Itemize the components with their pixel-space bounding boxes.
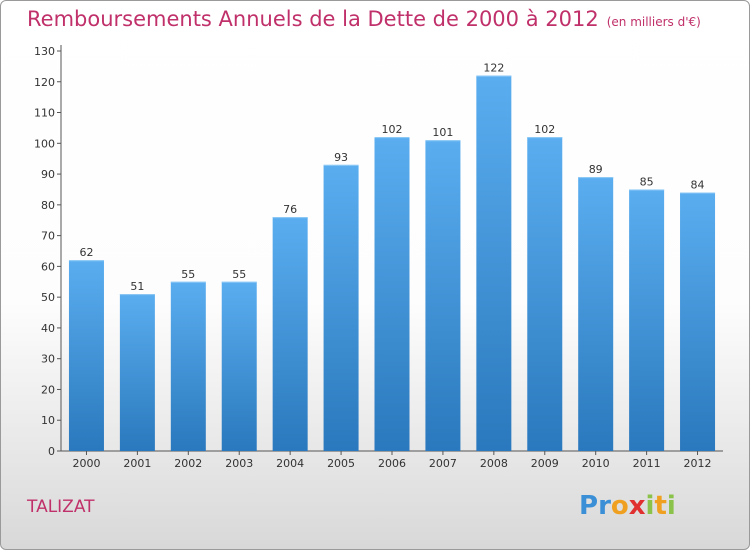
bar-2003 bbox=[221, 281, 257, 451]
y-tick-label: 30 bbox=[41, 353, 55, 366]
x-tick-label: 2006 bbox=[378, 457, 406, 470]
logo-letter: o bbox=[610, 491, 629, 521]
data-label: 62 bbox=[79, 246, 93, 259]
x-tick-label: 2009 bbox=[531, 457, 559, 470]
bar-2012 bbox=[680, 192, 716, 452]
bar-2002 bbox=[170, 281, 206, 451]
y-tick-label: 70 bbox=[41, 230, 55, 243]
logo-letter: x bbox=[628, 491, 646, 521]
bar-2004 bbox=[272, 217, 308, 451]
data-label: 102 bbox=[534, 123, 555, 136]
logo-letter: i bbox=[645, 491, 655, 521]
x-tick-label: 2012 bbox=[684, 457, 712, 470]
y-tick-label: 40 bbox=[41, 322, 55, 335]
unit-note: (en milliers d'€) bbox=[606, 15, 701, 29]
proxiti-logo: Proxiti bbox=[579, 491, 676, 521]
x-tick-label: 2008 bbox=[480, 457, 508, 470]
logo-letter: i bbox=[666, 491, 676, 521]
bar-2006 bbox=[374, 137, 410, 451]
bar-2011 bbox=[629, 189, 665, 451]
y-tick-label: 10 bbox=[41, 414, 55, 427]
x-tick-label: 2002 bbox=[174, 457, 202, 470]
y-tick-label: 50 bbox=[41, 291, 55, 304]
logo-letter: r bbox=[598, 491, 611, 521]
data-label: 85 bbox=[640, 175, 654, 188]
data-label: 51 bbox=[130, 280, 144, 293]
data-label: 102 bbox=[382, 123, 403, 136]
data-label: 55 bbox=[181, 268, 195, 281]
y-tick-label: 120 bbox=[34, 76, 55, 89]
x-tick-label: 2011 bbox=[633, 457, 661, 470]
y-tick-label: 110 bbox=[34, 107, 55, 120]
bar-2000 bbox=[68, 260, 104, 451]
bar-2010 bbox=[578, 177, 614, 451]
data-label: 93 bbox=[334, 151, 348, 164]
bar-2001 bbox=[119, 294, 155, 451]
data-label: 76 bbox=[283, 203, 297, 216]
bar-2008 bbox=[476, 75, 512, 451]
commune-name: TALIZAT bbox=[27, 497, 95, 517]
y-tick-label: 20 bbox=[41, 383, 55, 396]
x-tick-label: 2010 bbox=[582, 457, 610, 470]
y-tick-label: 130 bbox=[34, 45, 55, 58]
title-text: Remboursements Annuels de la Dette de 20… bbox=[27, 7, 599, 31]
y-tick-label: 90 bbox=[41, 168, 55, 181]
x-tick-label: 2000 bbox=[72, 457, 100, 470]
data-label: 122 bbox=[483, 62, 504, 75]
axes: 0 10 20 30 40 50 60 70 80 90 100 110 120 130 2000 2001 2… bbox=[34, 45, 723, 470]
x-tick-label: 2007 bbox=[429, 457, 457, 470]
x-tick-label: 2001 bbox=[123, 457, 151, 470]
x-tick-label: 2005 bbox=[327, 457, 355, 470]
x-tick-label: 2004 bbox=[276, 457, 304, 470]
y-tick-label: 0 bbox=[48, 445, 55, 458]
data-label: 89 bbox=[589, 163, 603, 176]
data-label: 55 bbox=[232, 268, 246, 281]
data-label: 84 bbox=[691, 179, 705, 192]
bar-2005 bbox=[323, 164, 359, 451]
x-tick-label: 2003 bbox=[225, 457, 253, 470]
y-tick-label: 100 bbox=[34, 137, 55, 150]
logo-letter: P bbox=[579, 491, 599, 521]
chart-title: Remboursements Annuels de la Dette de 20… bbox=[27, 7, 701, 31]
logo-letter: t bbox=[654, 491, 667, 521]
y-tick-label: 80 bbox=[41, 199, 55, 212]
bar-2007 bbox=[425, 140, 461, 451]
data-label: 101 bbox=[432, 126, 453, 139]
bar-2009 bbox=[527, 137, 563, 451]
y-tick-label: 60 bbox=[41, 260, 55, 273]
bars: 62 51 55 55 76 93 102 101 122 102 89 85 84 bbox=[68, 62, 716, 452]
